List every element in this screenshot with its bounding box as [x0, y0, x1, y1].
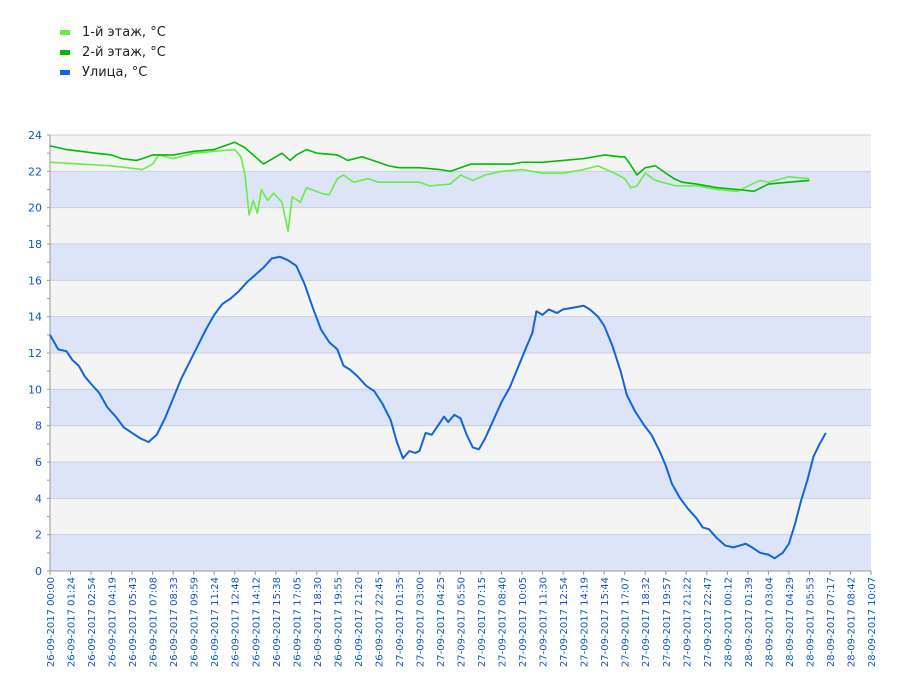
x-tick-label: 27-09-2017 11:30: [539, 577, 550, 667]
x-tick-label: 27-09-2017 05:50: [457, 577, 468, 667]
y-tick-label: 24: [28, 129, 42, 142]
grid-band: [50, 135, 871, 172]
grid-band: [50, 353, 871, 390]
grid-band: [50, 462, 871, 499]
x-tick-label: 26-09-2017 02:54: [87, 577, 98, 667]
x-tick-label: 26-09-2017 01:24: [67, 577, 78, 667]
grid-band: [50, 244, 871, 281]
x-tick-label: 27-09-2017 10:05: [518, 577, 529, 667]
x-tick-label: 28-09-2017 07:17: [826, 577, 837, 667]
legend-swatch-floor1: [60, 29, 70, 35]
grid-band: [50, 171, 871, 208]
legend-item-street[interactable]: Улица, °С: [60, 62, 166, 82]
x-tick-label: 27-09-2017 07:15: [477, 577, 488, 667]
grid-band: [50, 207, 871, 244]
y-tick-label: 14: [28, 311, 42, 324]
x-tick-label: 27-09-2017 19:57: [662, 577, 673, 667]
plot-background: [50, 135, 871, 571]
x-tick-label: 27-09-2017 14:19: [580, 577, 591, 667]
x-tick-label: 27-09-2017 17:07: [621, 577, 632, 667]
legend-label-street: Улица, °С: [82, 64, 148, 80]
x-tick-label: 26-09-2017 12:48: [231, 577, 242, 667]
y-tick-label: 12: [28, 347, 42, 360]
x-tick-label: 26-09-2017 15:38: [272, 577, 283, 667]
y-tick-label: 22: [28, 165, 42, 178]
x-tick-label: 26-09-2017 09:59: [190, 577, 201, 667]
y-tick-label: 16: [28, 274, 42, 287]
x-tick-label: 26-09-2017 04:19: [108, 577, 119, 667]
x-tick-label: 26-09-2017 22:45: [374, 577, 385, 667]
x-tick-label: 27-09-2017 12:54: [559, 577, 570, 667]
legend-label-floor1: 1-й этаж, °С: [82, 24, 166, 40]
horizontal-grid: [50, 134, 871, 572]
x-tick-label: 26-09-2017 17:05: [292, 577, 303, 667]
grid-band: [50, 316, 871, 353]
grid-band: [50, 425, 871, 462]
legend-item-floor2[interactable]: 2-й этаж, °С: [60, 42, 166, 62]
x-tick-label: 28-09-2017 01:39: [744, 577, 755, 667]
series-line-2: [49, 141, 810, 193]
series-line-3: [49, 255, 827, 560]
x-tick-label: 28-09-2017 00:12: [723, 577, 734, 667]
y-tick-label: 8: [35, 420, 42, 433]
x-tick-label: 27-09-2017 15:44: [600, 577, 611, 667]
x-tick-label: 27-09-2017 21:22: [682, 577, 693, 667]
legend-swatch-street: [60, 69, 70, 75]
legend-item-floor1[interactable]: 1-й этаж, °С: [60, 22, 166, 42]
x-tick-label: 26-09-2017 07:08: [149, 577, 160, 667]
y-tick-label: 18: [28, 238, 42, 251]
y-tick-label: 20: [28, 202, 42, 215]
x-tick-label: 26-09-2017 11:24: [210, 577, 221, 667]
x-tick-label: 26-09-2017 21:20: [354, 577, 365, 667]
x-tick-label: 27-09-2017 18:32: [641, 577, 652, 667]
grid-band: [50, 280, 871, 317]
series-lines: [49, 141, 827, 560]
y-tick-label: 0: [35, 565, 42, 578]
x-tick-label: 26-09-2017 08:33: [169, 577, 180, 667]
x-tick-label: 28-09-2017 08:42: [846, 577, 857, 667]
x-tick-labels: 26-09-2017 00:00 26-09-2017 01:24 26-09-20…: [46, 571, 878, 667]
grid-band: [50, 498, 871, 535]
x-tick-label: 28-09-2017 04:29: [785, 577, 796, 667]
y-tick-label: 10: [28, 383, 42, 396]
x-tick-label: 27-09-2017 22:47: [703, 577, 714, 667]
x-tick-label: 27-09-2017 04:25: [436, 577, 447, 667]
legend: 1-й этаж, °С 2-й этаж, °С Улица, °С: [60, 22, 166, 82]
x-tick-label: 28-09-2017 10:07: [867, 577, 878, 667]
x-tick-label: 26-09-2017 00:00: [46, 577, 57, 667]
x-tick-label: 26-09-2017 18:30: [313, 577, 324, 667]
x-tick-label: 26-09-2017 14:12: [251, 577, 262, 667]
y-tick-label: 4: [35, 492, 42, 505]
legend-label-floor2: 2-й этаж, °С: [82, 44, 166, 60]
y-tick-label: 6: [35, 456, 42, 469]
x-tick-label: 26-09-2017 19:55: [333, 577, 344, 667]
x-tick-label: 27-09-2017 03:00: [415, 577, 426, 667]
y-minor-ticks: [47, 134, 50, 572]
x-tick-label: 27-09-2017 08:40: [498, 577, 509, 667]
x-tick-label: 27-09-2017 01:35: [395, 577, 406, 667]
x-tick-label: 28-09-2017 05:53: [805, 577, 816, 667]
legend-swatch-floor2: [60, 49, 70, 55]
grid-band: [50, 534, 871, 571]
y-tick-label: 2: [35, 529, 42, 542]
series-line-1: [49, 148, 810, 233]
x-tick-label: 28-09-2017 03:04: [764, 577, 775, 667]
x-tick-label: 26-09-2017 05:43: [128, 577, 139, 667]
